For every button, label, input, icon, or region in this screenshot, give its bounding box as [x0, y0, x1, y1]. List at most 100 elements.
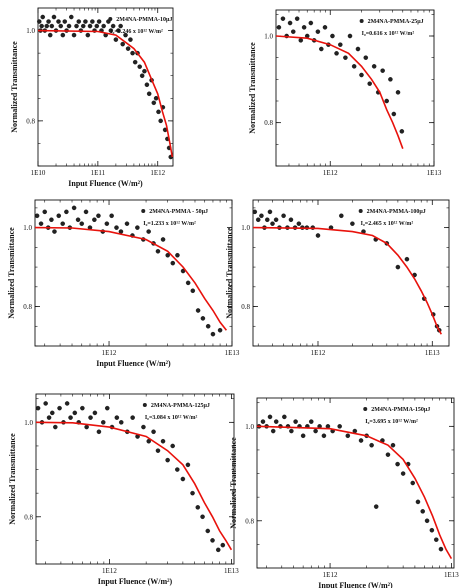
data-point — [420, 509, 425, 514]
data-point — [87, 23, 93, 29]
x-tick-label: 1E10 — [31, 169, 46, 177]
data-point — [108, 28, 114, 33]
data-point — [125, 46, 131, 51]
data-point — [270, 221, 275, 226]
data-point — [351, 64, 357, 69]
legend-note: I₀=3.695 x 10¹² W/m² — [365, 419, 418, 425]
data-point — [200, 514, 205, 520]
fit-curve — [34, 226, 228, 331]
legend-marker — [108, 17, 113, 21]
data-point — [113, 37, 119, 42]
data-point — [175, 467, 180, 472]
x-tick-label: 1E12 — [311, 349, 326, 357]
data-point — [296, 221, 302, 226]
data-point — [175, 252, 180, 258]
data-point — [363, 55, 369, 60]
data-point — [49, 217, 54, 222]
plot-frame — [34, 199, 233, 347]
x-tick-label: 1E13 — [225, 349, 240, 357]
data-point — [90, 19, 95, 24]
data-point — [40, 14, 45, 20]
x-tick-label: 1E12 — [102, 349, 117, 357]
x-tick-label: 1E13 — [427, 169, 442, 177]
y-tick-label: 0.8 — [245, 517, 254, 525]
data-point — [151, 429, 156, 435]
data-point — [132, 59, 138, 65]
x-tick-label: 1E12 — [150, 169, 165, 177]
data-point — [124, 221, 130, 226]
data-point — [155, 448, 161, 453]
data-point — [42, 209, 47, 215]
data-point — [75, 217, 81, 222]
y-axis-label: Normalized Transmittance — [8, 433, 17, 525]
data-point — [321, 433, 327, 439]
data-point — [294, 16, 300, 21]
data-point — [44, 23, 49, 29]
data-point — [35, 405, 41, 411]
y-tick-label: 1.0 — [24, 419, 33, 427]
data-point — [429, 527, 435, 533]
data-point — [53, 424, 58, 430]
data-point — [39, 23, 44, 29]
data-point — [92, 410, 98, 416]
data-point — [155, 249, 161, 254]
data-point — [330, 33, 335, 39]
data-point — [151, 100, 157, 106]
data-point — [255, 217, 261, 222]
fit-curve — [256, 425, 453, 560]
data-point — [288, 217, 294, 222]
data-point — [355, 46, 361, 52]
plot-frame — [275, 9, 435, 167]
data-point — [384, 98, 389, 104]
data-point — [46, 415, 52, 420]
data-point — [158, 118, 163, 124]
data-point — [80, 23, 86, 29]
data-point — [291, 29, 296, 34]
data-point — [395, 264, 401, 270]
legend-label: 2M4NA-PMMA-10μJ — [116, 17, 172, 23]
data-point — [37, 19, 42, 24]
data-point — [165, 252, 170, 258]
data-point — [160, 438, 166, 444]
data-point — [267, 414, 273, 420]
data-point — [195, 505, 201, 510]
data-point — [58, 23, 64, 29]
data-point — [373, 504, 379, 509]
data-point — [216, 547, 221, 553]
data-point — [410, 480, 415, 486]
data-point — [123, 32, 128, 38]
data-point — [69, 14, 74, 20]
data-point — [308, 20, 314, 26]
data-point — [273, 419, 279, 424]
data-point — [160, 237, 166, 242]
legend-note: I₀=1.233 x 10¹² W/m² — [143, 221, 196, 227]
data-point — [57, 405, 62, 411]
data-point — [395, 461, 400, 467]
chart-panel-2: 1E12 1E13 0.8 1.0 Normalized Transmittance 2M… — [248, 9, 442, 177]
data-point — [153, 96, 159, 101]
data-point — [273, 217, 279, 222]
legend-label: 2M4NA-PMMA-125μJ — [151, 403, 210, 409]
data-point — [66, 23, 72, 29]
y-axis-label: Normalized Transmittance — [248, 42, 257, 134]
data-point — [38, 221, 44, 226]
data-point — [94, 23, 100, 29]
data-point — [210, 538, 215, 543]
fit-curve — [252, 226, 443, 335]
fit-curve — [35, 421, 233, 551]
data-point — [380, 68, 385, 73]
data-point — [88, 415, 93, 420]
data-point — [71, 205, 77, 211]
data-point — [313, 428, 318, 434]
data-point — [114, 415, 120, 420]
data-point — [101, 420, 106, 425]
y-tick-label: 0.8 — [26, 117, 35, 125]
data-point — [282, 414, 287, 420]
data-point — [120, 41, 125, 47]
data-point — [64, 401, 70, 406]
data-point — [280, 16, 286, 21]
x-tick-label: 1E13 — [425, 349, 440, 357]
data-point — [252, 209, 258, 215]
data-point — [205, 528, 211, 534]
chart-panel-5: 1E12 1E13 0.8 1.0 Input Fluence (W/m²) Normal… — [8, 393, 239, 586]
